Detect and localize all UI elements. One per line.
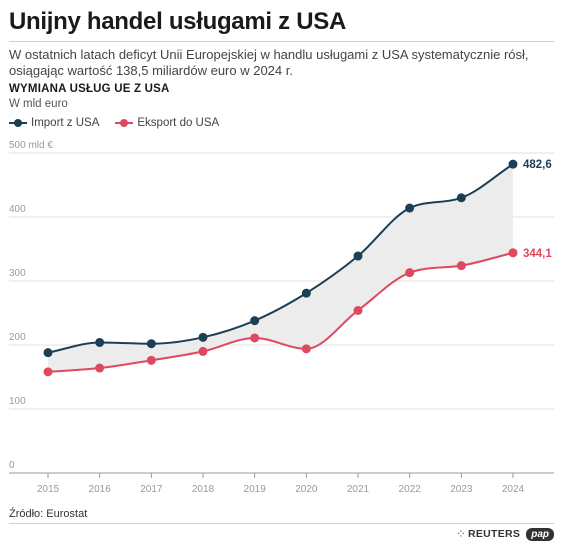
footer-logos: ⁘ REUTERS pap (456, 527, 554, 541)
pap-logo: pap (526, 527, 554, 541)
series-line-export (47, 251, 514, 373)
point-export-2019 (250, 333, 260, 343)
point-export-2020 (301, 344, 311, 354)
legend-item-import: Import z USA (9, 117, 99, 129)
x-tick-label-2020: 2020 (295, 484, 318, 495)
point-export-2015 (43, 367, 53, 377)
point-export-2018 (198, 346, 208, 356)
x-tick-label-2023: 2023 (450, 484, 473, 495)
page-subtitle: W ostatnich latach deficyt Unii Europejs… (9, 47, 529, 78)
reuters-logo: REUTERS (467, 528, 521, 540)
x-tick-label-2019: 2019 (244, 484, 267, 495)
point-import-2017 (146, 339, 156, 349)
series-line-import (47, 163, 514, 354)
reuters-logo-icon: ⁘ (455, 527, 466, 541)
title-divider (9, 41, 554, 42)
line-chart: 0 100 200 300 400 500 mld € 2015 2016 2017 2018 20… (9, 140, 554, 495)
point-import-2020 (301, 288, 311, 298)
gap-area (48, 164, 513, 372)
point-import-2016 (95, 337, 105, 347)
y-tick-label-100: 100 (9, 396, 26, 407)
footer-divider (9, 523, 554, 524)
y-tick-label-400: 400 (9, 204, 26, 215)
legend-swatch-import (9, 119, 27, 127)
page-title: Unijny handel usługami z USA (9, 8, 346, 35)
legend-label-export: Eksport do USA (137, 117, 220, 129)
end-label-import: 482,6 (523, 159, 552, 171)
y-tick-label-500: 500 mld € (9, 140, 53, 151)
legend-swatch-export (115, 119, 134, 127)
chart-title: WYMIANA USŁUG UE Z USA (9, 83, 170, 95)
legend-item-export: Eksport do USA (115, 117, 219, 129)
point-import-2024 (508, 159, 518, 169)
y-tick-label-0: 0 (9, 460, 15, 471)
chart-unit-label: W mld euro (9, 98, 68, 110)
point-import-2023 (456, 193, 466, 203)
x-tick-label-2021: 2021 (347, 484, 370, 495)
x-tick-label-2022: 2022 (399, 484, 422, 495)
point-export-2021 (353, 305, 363, 315)
point-export-2024 (508, 248, 518, 258)
x-tick-label-2017: 2017 (140, 484, 163, 495)
point-import-2022 (405, 203, 415, 213)
end-label-export: 344,1 (523, 248, 552, 260)
source-note: Źródło: Eurostat (9, 508, 88, 520)
x-tick-label-2024: 2024 (502, 484, 525, 495)
point-import-2015 (43, 348, 53, 358)
y-tick-label-200: 200 (9, 332, 26, 343)
y-tick-label-300: 300 (9, 268, 26, 279)
x-tick-label-2018: 2018 (192, 484, 215, 495)
point-export-2017 (146, 355, 156, 365)
point-import-2019 (250, 316, 260, 326)
point-import-2018 (198, 332, 208, 342)
x-tick-label-2015: 2015 (37, 484, 60, 495)
chart-legend: Import z USA Eksport do USA (9, 116, 235, 130)
x-tick-label-2016: 2016 (89, 484, 112, 495)
point-export-2023 (456, 261, 466, 271)
legend-label-import: Import z USA (31, 117, 100, 129)
point-export-2022 (405, 268, 415, 278)
point-import-2021 (353, 251, 363, 261)
point-export-2016 (95, 363, 105, 373)
